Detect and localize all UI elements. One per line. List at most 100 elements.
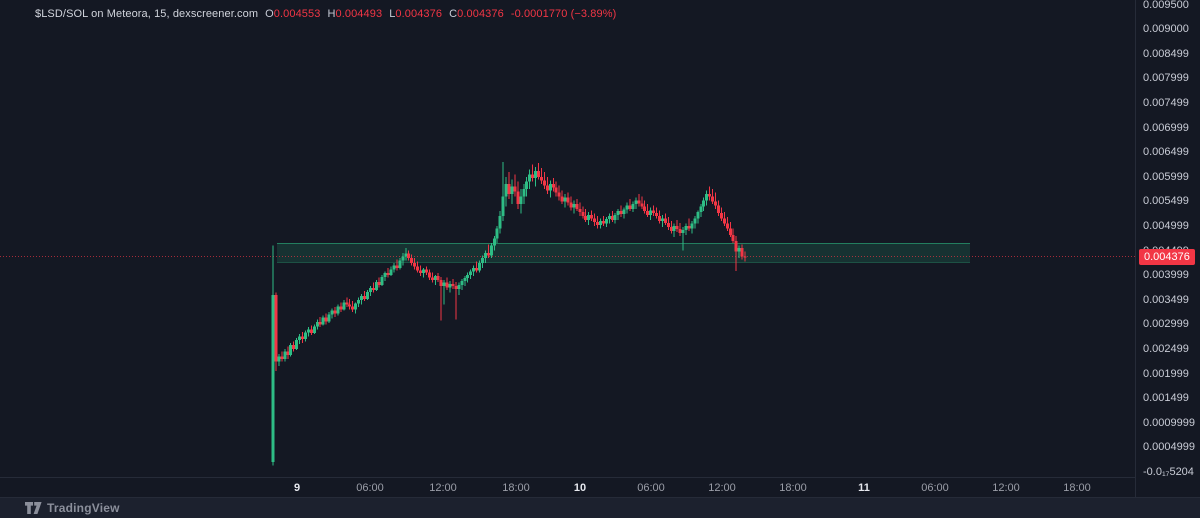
candle-body [634,200,638,204]
candle-body [478,262,481,271]
candle-wick [487,244,489,258]
time-axis-label: 06:00 [356,482,384,494]
price-axis-label: 0.007499 [1143,97,1189,110]
candle-wick [431,272,433,283]
price-axis-label: 0.001999 [1143,367,1189,380]
candle-wick [455,282,457,320]
candle-body [613,215,617,221]
candle-body [684,226,688,230]
candle-body [419,270,422,274]
candle-wick [656,207,657,219]
candle-body [439,280,443,287]
candle-body [708,194,712,197]
candle-body [581,212,585,217]
candle-body [466,275,470,279]
open-value: 0.004553 [273,8,321,20]
candle-body [542,180,546,186]
candle-body [587,215,591,221]
close-label: C [449,8,458,20]
candle-body [563,197,567,202]
candle-wick [387,267,389,278]
time-axis-label: 18:00 [779,482,807,494]
candle-body [309,329,313,333]
candle-body [714,201,717,206]
candle-body [666,223,670,227]
candle-body [433,276,437,281]
candle-body [457,285,461,289]
candle-body [383,273,387,278]
candle-body [386,273,390,276]
time-axis-label: 18:00 [1063,482,1091,494]
candle-body [395,265,399,268]
candle-body [531,174,535,178]
candle-wick [585,208,587,223]
candle-wick [546,176,548,195]
candle-body [301,336,304,340]
candle-wick [476,261,478,273]
time-axis[interactable]: 9 06:00 12:00 18:00 10 06:00 12:00 18:00 11 06:00… [0,477,1135,498]
candle-wick [543,171,545,190]
candle-wick [440,277,442,321]
candle-body [519,196,523,204]
candle-body [360,295,363,300]
candle-body [318,321,322,325]
candle-body [528,174,532,182]
candle-wick [349,298,351,310]
candle-body [566,197,570,203]
close-value: 0.004376 [457,8,504,20]
candle-body [687,226,691,229]
candle-body [501,196,505,217]
tradingview-logo-text: TradingView [47,501,120,515]
candle-body [404,253,408,257]
candle-body [389,269,393,276]
high-label: H [327,8,336,20]
candle-body [510,186,514,195]
candle-wick [688,218,690,231]
candle-body [705,194,709,201]
supply-zone[interactable] [277,243,970,262]
candle-body [436,276,440,281]
price-axis-label: 0.008499 [1143,47,1189,60]
candle-body [696,212,700,219]
candle-body [357,299,361,304]
price-axis-label: 0.007999 [1143,72,1189,85]
candle-body [731,234,735,241]
price-axis[interactable]: 0.004376 0.009500 0.009000 0.008499 0.00799… [1135,0,1200,497]
candle-body [421,269,425,274]
candle-body [398,260,402,268]
time-axis-label: 06:00 [637,482,665,494]
candle-body [427,272,431,278]
price-chart[interactable] [0,0,1135,477]
candle-body [551,184,555,188]
candle-wick [738,245,740,258]
candle-wick [396,259,398,271]
candle-body [351,306,355,310]
chart-pane[interactable] [0,0,1135,477]
candle-body [286,351,290,355]
candle-body [274,294,278,362]
candle-body [368,287,372,292]
candle-body [669,226,673,231]
candle-wick [641,196,643,209]
candle-body [298,336,302,341]
candle-body [513,186,517,192]
low-label: L [389,8,396,20]
bottom-toolbar: TradingView [0,497,1200,518]
candle-wick [452,279,454,289]
candle-body [663,218,667,224]
candle-body [327,314,331,322]
tradingview-logo[interactable]: TradingView [25,501,120,515]
candle-body [522,189,526,197]
candle-body [348,304,352,307]
candle-body [560,196,564,202]
candle-body [362,295,366,299]
candle-wick [715,192,716,209]
candle-body [548,184,552,191]
high-value: 0.004493 [335,8,383,20]
candle-body [655,213,658,217]
price-axis-label: 0.009500 [1143,0,1189,11]
candle-body [575,203,579,209]
candle-wick [647,203,649,218]
candle-body [596,222,599,226]
candle-body [354,303,358,310]
